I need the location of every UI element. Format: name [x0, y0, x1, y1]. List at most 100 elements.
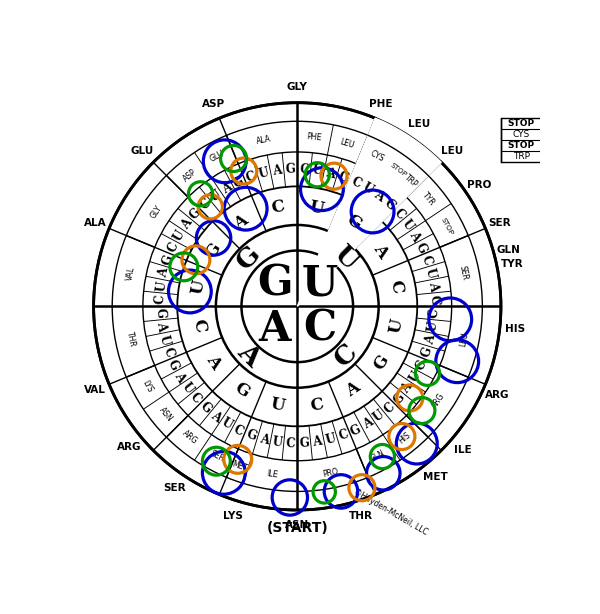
Text: G: G — [203, 240, 224, 261]
Text: TYR: TYR — [421, 190, 437, 207]
Text: C: C — [232, 422, 245, 438]
Text: G: G — [428, 294, 441, 305]
Text: U: U — [154, 280, 169, 292]
Text: U: U — [423, 266, 438, 279]
Text: A: A — [272, 163, 283, 178]
Text: MET: MET — [231, 459, 249, 473]
Text: ILE: ILE — [266, 469, 278, 480]
Text: GLY: GLY — [149, 204, 164, 220]
Text: SER: SER — [458, 265, 470, 281]
Text: STOP: STOP — [389, 162, 408, 178]
Polygon shape — [297, 118, 441, 306]
Text: G: G — [382, 196, 397, 213]
Text: G: G — [299, 437, 310, 450]
Text: LEU: LEU — [408, 119, 430, 129]
Text: PHE: PHE — [306, 132, 322, 142]
Text: HIS: HIS — [397, 430, 413, 445]
Text: C: C — [382, 400, 397, 416]
Text: STOP: STOP — [508, 141, 535, 150]
Text: ASP: ASP — [181, 167, 198, 183]
Text: VAL: VAL — [84, 385, 106, 395]
Bar — [501, 118, 542, 162]
Text: U: U — [269, 395, 286, 415]
Text: G: G — [197, 400, 213, 416]
Text: SER: SER — [488, 217, 511, 228]
Text: C: C — [166, 241, 181, 255]
Text: A: A — [233, 339, 265, 371]
Text: A: A — [157, 267, 172, 279]
Text: LEU: LEU — [441, 147, 463, 157]
Text: LYS: LYS — [140, 379, 155, 394]
Text: GLU: GLU — [131, 147, 154, 157]
Text: STOP: STOP — [440, 217, 454, 236]
Text: G: G — [232, 241, 266, 274]
Text: ARG: ARG — [181, 429, 199, 446]
Text: CYS: CYS — [369, 149, 386, 164]
Text: STOP: STOP — [508, 119, 535, 128]
Text: GLN: GLN — [368, 448, 386, 464]
Text: ARG: ARG — [430, 391, 447, 410]
Text: C: C — [188, 391, 203, 406]
Text: LEU: LEU — [458, 332, 470, 348]
Text: ARG: ARG — [485, 391, 509, 400]
Text: TYR: TYR — [501, 258, 523, 268]
Text: HIS: HIS — [505, 324, 525, 334]
Text: A: A — [179, 217, 195, 232]
Text: C: C — [329, 338, 362, 371]
Text: A: A — [208, 408, 223, 424]
Text: A: A — [371, 188, 386, 204]
Text: TRP: TRP — [403, 173, 419, 189]
Text: U: U — [426, 321, 440, 333]
Text: A: A — [325, 166, 337, 181]
Text: U: U — [219, 416, 235, 432]
Text: A: A — [343, 379, 364, 401]
Text: C: C — [428, 308, 441, 318]
Text: A: A — [258, 432, 270, 447]
Text: C: C — [303, 308, 336, 350]
Text: A: A — [231, 212, 251, 233]
Text: U: U — [324, 432, 337, 447]
Text: (START): (START) — [266, 521, 328, 535]
Text: LEU: LEU — [338, 138, 355, 150]
Text: A: A — [423, 333, 438, 346]
Text: TRP: TRP — [513, 152, 530, 161]
Text: G: G — [419, 346, 434, 359]
Text: U: U — [329, 241, 363, 275]
Text: A: A — [370, 240, 392, 260]
Text: C: C — [413, 358, 429, 372]
Text: C: C — [309, 395, 325, 414]
Text: ARG: ARG — [117, 442, 142, 452]
Text: C: C — [197, 196, 213, 212]
Text: G: G — [349, 422, 363, 438]
Text: THR: THR — [349, 511, 373, 521]
Text: C: C — [419, 254, 434, 266]
Text: C: C — [349, 174, 363, 190]
Text: C: C — [391, 206, 407, 222]
Text: CYS: CYS — [513, 130, 530, 139]
Text: C: C — [160, 346, 176, 359]
Text: U: U — [386, 317, 406, 335]
Text: G: G — [154, 308, 167, 319]
Text: G: G — [391, 391, 407, 406]
Text: ASN: ASN — [158, 405, 175, 423]
Text: U: U — [308, 198, 326, 217]
Text: U: U — [271, 435, 283, 449]
Text: G: G — [187, 206, 204, 222]
Text: G: G — [230, 379, 252, 401]
Text: A: A — [172, 370, 188, 384]
Text: U: U — [311, 163, 323, 178]
Text: ASP: ASP — [202, 99, 225, 109]
Text: A: A — [259, 308, 291, 350]
Text: C: C — [244, 169, 257, 185]
Text: C: C — [154, 295, 167, 305]
Text: G: G — [370, 352, 392, 373]
Text: U: U — [371, 408, 387, 425]
Text: A: A — [426, 281, 440, 292]
Text: G: G — [257, 263, 293, 305]
Text: A: A — [361, 416, 375, 432]
Text: U: U — [157, 333, 172, 346]
Text: PHE: PHE — [370, 99, 393, 109]
Text: A: A — [407, 228, 423, 243]
Text: ALA: ALA — [83, 217, 106, 228]
Text: ASN: ASN — [285, 520, 310, 530]
